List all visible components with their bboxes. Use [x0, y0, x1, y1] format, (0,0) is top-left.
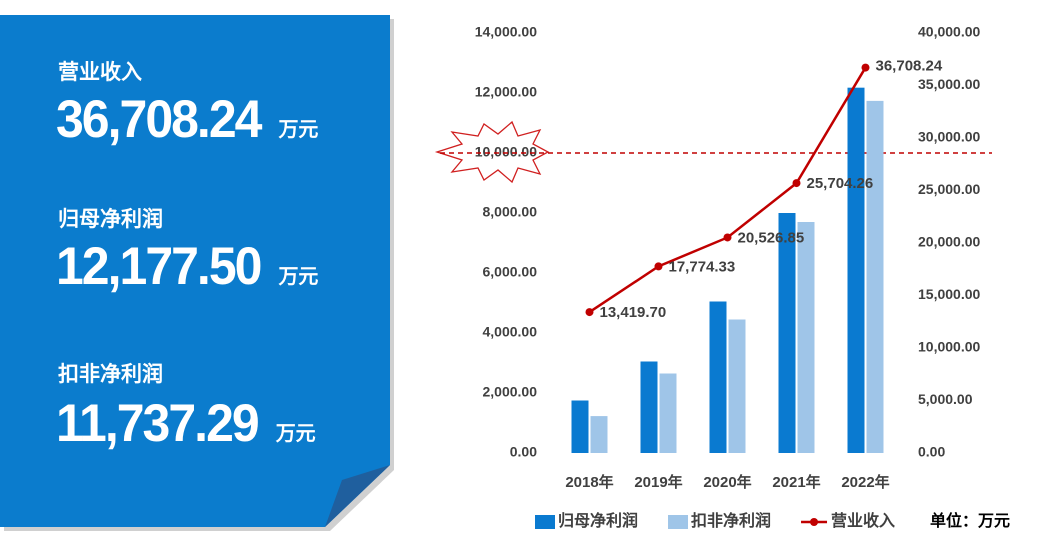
data-label: 20,526.85 — [738, 229, 805, 246]
data-label: 13,419.70 — [600, 304, 667, 321]
bar — [728, 319, 746, 453]
kpi-label: 归母净利润 — [58, 208, 163, 231]
panel-fold — [325, 465, 390, 527]
x-tick-label: 2020年 — [703, 473, 751, 491]
kpi-label: 营业收入 — [58, 61, 142, 84]
kpi-value: 36,708.24 — [56, 89, 262, 149]
line-marker — [723, 233, 732, 242]
line-marker — [585, 308, 594, 317]
kpi-unit: 万元 — [278, 119, 319, 141]
line-marker — [792, 179, 801, 188]
bar — [797, 222, 815, 453]
y2-tick-label: 30,000.00 — [918, 129, 980, 145]
kpi-row: 11,737.29 万元 — [56, 393, 316, 453]
data-label: 25,704.26 — [807, 175, 874, 192]
bar — [778, 213, 796, 453]
y-tick-label: 4,000.00 — [483, 324, 538, 340]
kpi-unit: 万元 — [275, 423, 316, 445]
legend-label: 营业收入 — [831, 511, 895, 530]
y2-tick-label: 35,000.00 — [918, 76, 980, 92]
kpi-row: 36,708.24 万元 — [56, 89, 319, 149]
starburst — [434, 120, 550, 184]
y2-tick-label: 0.00 — [918, 444, 945, 460]
bar — [866, 100, 884, 454]
bar — [709, 301, 727, 453]
legend-label: 归母净利润 — [558, 511, 638, 530]
y2-tick-label: 20,000.00 — [918, 234, 980, 250]
bar — [659, 373, 677, 453]
bar — [847, 87, 865, 454]
y2-tick-label: 40,000.00 — [918, 24, 980, 40]
y-tick-label: 0.00 — [510, 444, 537, 460]
legend-swatch — [668, 515, 689, 529]
kpi-row: 12,177.50 万元 — [56, 236, 319, 296]
bar — [590, 416, 608, 453]
kpi-panel — [0, 15, 390, 527]
y-tick-label: 8,000.00 — [483, 204, 538, 220]
x-tick-label: 2021年 — [772, 473, 820, 491]
kpi-unit: 万元 — [278, 266, 319, 288]
bar — [640, 361, 658, 453]
legend-label: 扣非净利润 — [691, 511, 771, 530]
x-tick-label: 2019年 — [634, 473, 682, 491]
y-tick-label: 10,000.00 — [475, 144, 537, 160]
legend-marker — [810, 518, 819, 526]
data-label: 17,774.33 — [669, 258, 736, 275]
kpi-label: 扣非净利润 — [58, 363, 163, 386]
kpi-value: 11,737.29 — [56, 393, 260, 453]
y2-tick-label: 5,000.00 — [918, 391, 973, 407]
data-label: 36,708.24 — [876, 58, 943, 75]
y-tick-label: 2,000.00 — [483, 384, 538, 400]
line-marker — [654, 262, 663, 271]
y2-tick-label: 15,000.00 — [918, 286, 980, 302]
y2-tick-label: 25,000.00 — [918, 181, 980, 197]
bar — [571, 400, 589, 453]
y2-tick-label: 10,000.00 — [918, 339, 980, 355]
kpi-value: 12,177.50 — [56, 236, 262, 296]
y-tick-label: 14,000.00 — [475, 24, 537, 40]
unit-note: 单位：万元 — [930, 511, 1010, 530]
x-tick-label: 2018年 — [565, 473, 613, 491]
y-tick-label: 6,000.00 — [483, 264, 538, 280]
legend-swatch — [535, 515, 555, 529]
line-marker — [861, 63, 870, 72]
x-tick-label: 2022年 — [841, 473, 889, 491]
y-tick-label: 12,000.00 — [475, 84, 537, 100]
